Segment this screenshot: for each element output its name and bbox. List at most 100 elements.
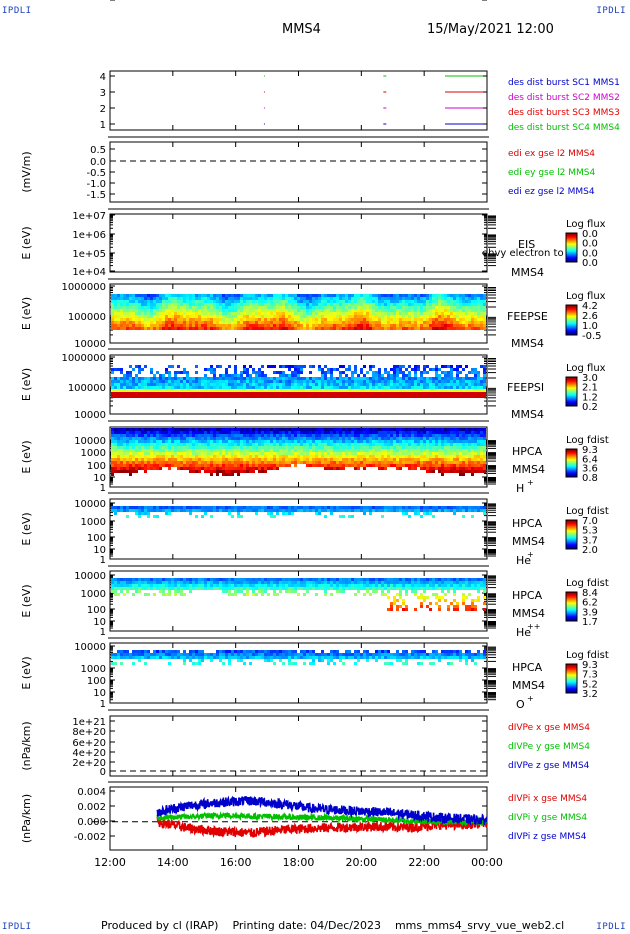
spectrogram-cell [213,300,216,303]
spectrogram-cell [426,377,429,380]
spectrogram-cell [294,294,297,297]
spectrogram-cell [261,470,264,473]
spectrogram-cell [483,458,486,461]
spectrogram-cell [159,452,162,455]
spectrogram-cell [354,443,357,446]
colorbar-cell [566,449,577,451]
spectrogram-cell [243,389,246,392]
spectrogram-cell [309,443,312,446]
spectrogram-cell [450,386,453,389]
spectrogram-cell [459,464,462,467]
spectrogram-cell [309,380,312,383]
spectrogram-cell [126,455,129,458]
spectrogram-cell [294,458,297,461]
spectrogram-cell [339,443,342,446]
spectrogram-cell [285,389,288,392]
spectrogram-cell [372,324,375,327]
spectrogram-cell [408,395,411,398]
spectrogram-cell [234,464,237,467]
spectrogram-cell [132,386,135,389]
spectrogram-cell [249,297,252,300]
spectrogram-cell [255,395,258,398]
spectrogram-cell [312,440,315,443]
spectrogram-cell [159,309,162,312]
spectrogram-cell [414,389,417,392]
colorbar-cell [566,244,577,247]
colorbar-cell [566,328,577,330]
colorbar-cell [566,450,577,453]
spectrogram-cell [258,383,261,386]
spectrogram-cell [471,294,474,297]
spectrogram-cell [240,389,243,392]
spectrogram-cell [114,431,117,434]
spectrogram-cell [393,371,396,374]
spectrogram-cell [162,455,165,458]
spectrogram-cell [402,306,405,309]
spectrogram-cell [186,312,189,315]
spectrogram-cell [381,392,384,395]
spectrogram-cell [330,449,333,452]
spectrogram-cell [282,312,285,315]
spectrogram-cell [183,386,186,389]
spectrogram-cell [480,461,483,464]
spectrogram-cell [288,312,291,315]
spectrogram-cell [189,395,192,398]
spectrogram-cell [477,428,480,431]
spectrogram-cell [435,321,438,324]
spectrogram-cell [153,467,156,470]
spectrogram-cell [249,443,252,446]
spectrogram-cell [330,297,333,300]
spectrogram-cell [360,377,363,380]
spectrogram-cell [369,365,372,368]
spectrogram-cell [120,377,123,380]
spectrogram-cell [345,297,348,300]
colorbar-cell [566,245,577,248]
spectrogram-cell [243,306,246,309]
spectrogram-cell [399,437,402,440]
spectrogram-cell [147,324,150,327]
spectrogram-cell [198,309,201,312]
spectrogram-cell [225,297,228,300]
spectrogram-cell [408,315,411,318]
spectrogram-cell [210,428,213,431]
spectrogram-cell [198,306,201,309]
y-tick-label: 0.5 [90,145,106,156]
spectrogram-cell [198,303,201,306]
spectrogram-cell [213,449,216,452]
spectrogram-cell [246,464,249,467]
spectrogram-cell [249,458,252,461]
spectrogram-cell [303,365,306,368]
spectrogram-cell [414,440,417,443]
spectrogram-cell [135,440,138,443]
spectrogram-cell [453,395,456,398]
spectrogram-cell [300,443,303,446]
spectrogram-cell [288,461,291,464]
spectrogram-cell [351,461,354,464]
spectrogram-cell [378,297,381,300]
spectrogram-cell [471,371,474,374]
spectrogram-cell [186,443,189,446]
spectrogram-cell [423,309,426,312]
spectrogram-cell [156,380,159,383]
spectrogram-cell [474,368,477,371]
spectrogram-cell [285,443,288,446]
spectrogram-cell [261,318,264,321]
spectrogram-cell [189,383,192,386]
spectrogram-cell [432,455,435,458]
spectrogram-cell [465,389,468,392]
spectrogram-cell [453,446,456,449]
spectrogram-cell [450,303,453,306]
spectrogram-cell [129,389,132,392]
spectrogram-cell [162,458,165,461]
spectrogram-cell [351,395,354,398]
spectrogram-cell [216,315,219,318]
spectrogram-cell [438,470,441,473]
spectrogram-cell [339,321,342,324]
spectrogram-cell [144,309,147,312]
spectrogram-cell [411,458,414,461]
spectrogram-cell [222,294,225,297]
spectrogram-cell [132,389,135,392]
spectrogram-cell [210,446,213,449]
spectrogram-cell [294,452,297,455]
spectrogram-cell [165,428,168,431]
